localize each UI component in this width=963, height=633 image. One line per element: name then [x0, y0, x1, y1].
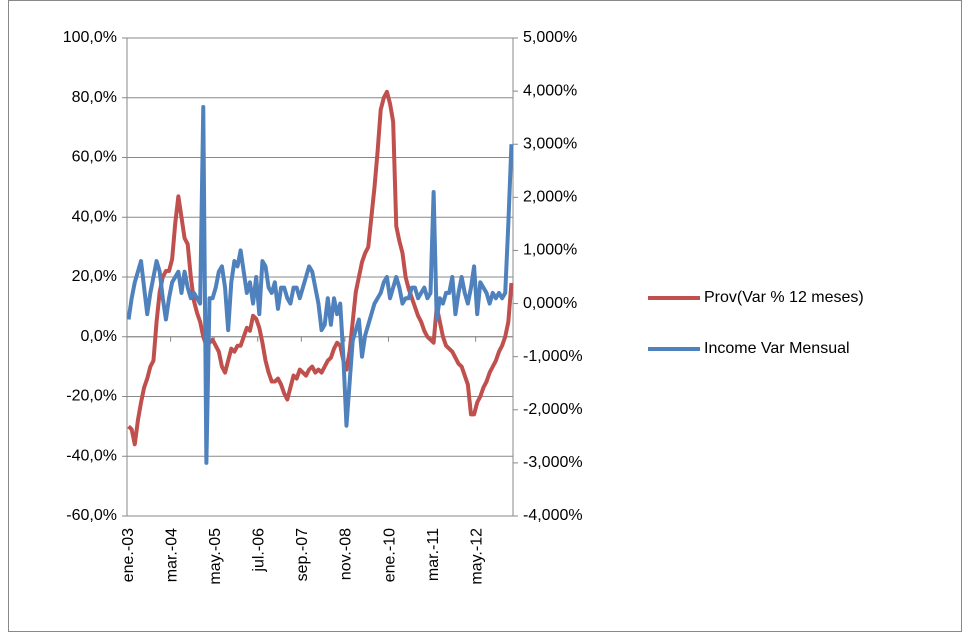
- series-line: [126, 105, 514, 465]
- y-tick-label: -60,0%: [66, 507, 117, 524]
- x-tick-label: may.-12: [468, 528, 485, 585]
- y-tick-label: 60,0%: [72, 149, 117, 166]
- legend-label: Prov(Var % 12 meses): [704, 289, 864, 306]
- y-tick-label: -40,0%: [66, 447, 117, 464]
- legend-label: Income Var Mensual: [704, 340, 850, 357]
- y2-tick-label: 0,000%: [523, 295, 577, 312]
- x-tick-label: nov.-08: [338, 528, 355, 580]
- y-tick-label: 80,0%: [72, 89, 117, 106]
- x-tick-label: ene.-03: [120, 528, 137, 582]
- y2-tick-label: -1,000%: [523, 348, 583, 365]
- y2-tick-label: -3,000%: [523, 454, 583, 471]
- y-tick-label: 0,0%: [81, 328, 117, 345]
- y2-tick-label: 3,000%: [523, 135, 577, 152]
- y2-tick-label: 2,000%: [523, 189, 577, 206]
- x-tick-label: mar.-11: [425, 528, 442, 581]
- x-tick-label: mar.-04: [163, 528, 180, 582]
- y-tick-label: 20,0%: [72, 268, 117, 285]
- y2-tick-label: -4,000%: [523, 507, 583, 524]
- series-line: [127, 89, 514, 447]
- x-tick-label: ene.-10: [381, 528, 398, 582]
- y-tick-label: -20,0%: [66, 388, 117, 405]
- y2-tick-label: 5,000%: [523, 29, 577, 46]
- y2-tick-label: 1,000%: [523, 242, 577, 259]
- y-tick-label: 40,0%: [72, 208, 117, 225]
- y-tick-label: 100,0%: [63, 29, 117, 46]
- x-tick-label: jul.-06: [251, 528, 268, 573]
- y2-tick-label: 4,000%: [523, 82, 577, 99]
- x-tick-label: sep.-07: [294, 528, 311, 581]
- y2-tick-label: -2,000%: [523, 401, 583, 418]
- x-tick-label: may.-05: [207, 528, 224, 585]
